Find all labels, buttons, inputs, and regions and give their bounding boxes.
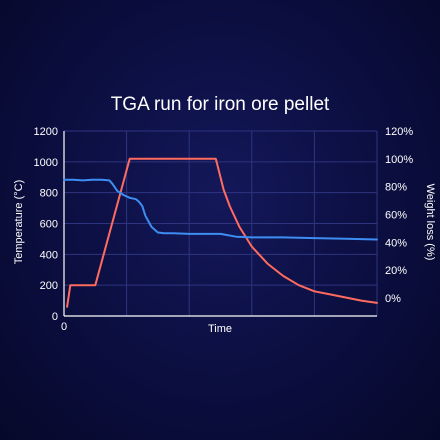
y-left-tick-label: 400: [40, 249, 58, 261]
y-right-tick-label: 20%: [385, 265, 407, 277]
y-right-tick-label: 120%: [385, 126, 413, 138]
series-lines: [63, 157, 378, 308]
y-axis-left-label: Temperature (°C): [13, 180, 25, 264]
grid-lines: [64, 130, 378, 317]
weight-loss-line: [63, 178, 378, 241]
temperature-line: [66, 157, 378, 308]
y-right-tick-label: 0%: [385, 293, 401, 305]
y-right-tick-label: 40%: [385, 237, 407, 249]
tick-labels: 0 200 400 600 800 1000 1200 0% 20% 40% 60% 80% 100% 1…: [34, 126, 414, 333]
y-right-tick-label: 80%: [385, 182, 407, 194]
axes: [63, 131, 377, 317]
y-left-tick-label: 800: [40, 188, 58, 200]
y-axis-right-label: Weight loss (%): [424, 184, 436, 261]
y-right-tick-label: 100%: [385, 154, 413, 166]
y-right-tick-label: 60%: [385, 209, 407, 221]
chart-title: TGA run for iron ore pellet: [111, 94, 330, 115]
x-axis-label: Time: [208, 323, 232, 335]
y-left-tick-label: 1200: [34, 126, 58, 138]
y-left-tick-label: 0: [52, 311, 58, 323]
y-left-tick-label: 200: [40, 280, 58, 292]
x-tick-label: 0: [61, 321, 67, 333]
y-left-tick-label: 1000: [34, 157, 58, 169]
y-left-tick-label: 600: [40, 219, 58, 231]
